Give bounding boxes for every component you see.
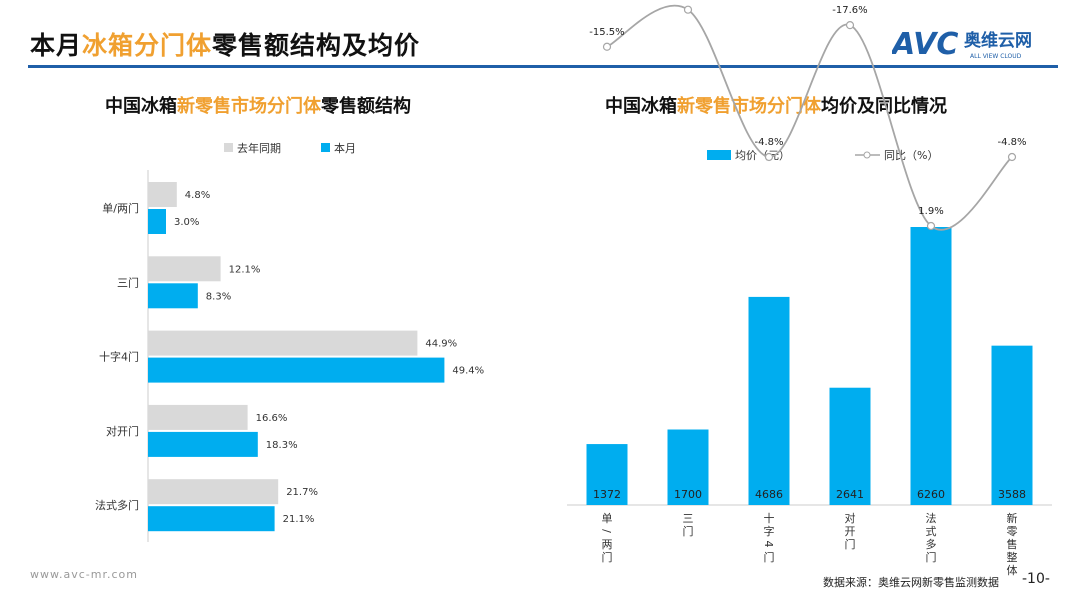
bar bbox=[667, 429, 709, 505]
legend-marker-yoy bbox=[863, 151, 871, 159]
category-label: 法 bbox=[926, 511, 937, 525]
right-chart-title: 中国冰箱新零售市场分门体均价及同比情况 bbox=[605, 96, 947, 117]
yoy-label: -4.8% bbox=[754, 137, 783, 148]
category-label: 式 bbox=[926, 525, 937, 538]
bar-value-label: 1372 bbox=[593, 488, 621, 501]
bar bbox=[148, 209, 166, 234]
category-label: 对 bbox=[845, 511, 856, 525]
category-label: 三 bbox=[683, 512, 694, 525]
yoy-marker bbox=[764, 152, 774, 162]
category-label: 十 bbox=[764, 511, 775, 525]
category-label: 字 bbox=[764, 524, 775, 538]
data-label: 49.4% bbox=[452, 366, 484, 377]
category-label: 对开门 bbox=[106, 424, 139, 438]
data-label: 12.1% bbox=[229, 264, 261, 275]
title-highlight: 冰箱分门体 bbox=[82, 31, 213, 60]
data-label: 21.7% bbox=[286, 487, 318, 498]
footer-url[interactable]: www.avc-mr.com bbox=[30, 568, 138, 581]
yoy-marker bbox=[926, 221, 936, 231]
bar bbox=[991, 345, 1033, 505]
data-label: 44.9% bbox=[425, 339, 457, 350]
category-label: 4 bbox=[762, 541, 775, 548]
logo-cn: 奥维云网 bbox=[964, 30, 1032, 51]
data-label: 16.6% bbox=[256, 413, 288, 424]
yoy-label: -19.1% bbox=[670, 0, 705, 1]
yoy-label: -4.8% bbox=[997, 137, 1026, 148]
page-title: 本月冰箱分门体零售额结构及均价 bbox=[30, 26, 420, 62]
data-label: 4.8% bbox=[185, 190, 210, 201]
bar bbox=[586, 444, 628, 505]
category-label: 单 bbox=[602, 512, 613, 525]
bar bbox=[910, 227, 952, 505]
bar-value-label: 1700 bbox=[674, 488, 702, 501]
data-label: 18.3% bbox=[266, 440, 298, 451]
left-chart-title: 中国冰箱新零售市场分门体零售额结构 bbox=[105, 96, 411, 117]
category-label: 体 bbox=[1007, 563, 1018, 577]
category-label: 单/两门 bbox=[102, 201, 139, 215]
category-label: 门 bbox=[602, 550, 613, 564]
data-label: 3.0% bbox=[174, 217, 199, 228]
bar bbox=[148, 431, 258, 457]
bar bbox=[148, 506, 275, 532]
bar-value-label: 4686 bbox=[755, 488, 783, 501]
legend-swatch-price bbox=[707, 150, 731, 160]
yoy-marker bbox=[845, 21, 855, 30]
bar bbox=[829, 387, 871, 505]
legend-label-last-year: 去年同期 bbox=[237, 141, 281, 155]
title-part: 零售额结构及均价 bbox=[212, 31, 421, 60]
yoy-label: -15.5% bbox=[589, 27, 624, 38]
bar bbox=[148, 357, 445, 383]
avc-logo: AVC 奥维云网 ALL VIEW CLOUD bbox=[892, 27, 1032, 62]
data-label: 8.3% bbox=[206, 291, 231, 302]
bar bbox=[148, 256, 221, 282]
legend-label-this-month: 本月 bbox=[334, 141, 356, 155]
category-label: 开 bbox=[845, 525, 856, 538]
yoy-marker bbox=[1007, 152, 1017, 162]
header-rule bbox=[28, 65, 1058, 68]
category-label: 门 bbox=[845, 537, 856, 551]
category-label: / bbox=[600, 529, 613, 533]
bar bbox=[148, 283, 198, 309]
legend-swatch-this-month bbox=[321, 143, 330, 152]
logo-mark: AVC bbox=[892, 27, 958, 62]
category-label: 门 bbox=[683, 524, 694, 538]
category-label: 门 bbox=[764, 550, 775, 564]
data-source: 数据来源：奥维云网新零售监测数据 bbox=[823, 576, 999, 589]
bar bbox=[148, 330, 418, 356]
page-number: -10- bbox=[1022, 571, 1050, 587]
category-label: 新 bbox=[1007, 511, 1018, 525]
legend-swatch-last-year bbox=[224, 143, 233, 152]
data-label: 21.1% bbox=[283, 514, 315, 525]
bar bbox=[148, 479, 279, 505]
bar-value-label: 6260 bbox=[917, 488, 945, 501]
category-label: 十字4门 bbox=[99, 350, 139, 364]
legend-label-price: 均价（元） bbox=[735, 149, 790, 162]
bar bbox=[148, 182, 177, 207]
category-label: 整 bbox=[1007, 550, 1018, 564]
category-label: 三门 bbox=[117, 275, 139, 289]
bar-value-label: 2641 bbox=[836, 488, 864, 501]
category-label: 门 bbox=[926, 550, 937, 564]
yoy-label: 1.9% bbox=[918, 206, 943, 217]
category-label: 零 bbox=[1007, 525, 1018, 538]
bar bbox=[148, 404, 248, 430]
title-part: 本月 bbox=[30, 31, 83, 60]
yoy-marker bbox=[683, 5, 693, 14]
logo-en: ALL VIEW CLOUD bbox=[970, 53, 1022, 60]
bar-value-label: 3588 bbox=[998, 488, 1026, 501]
bar bbox=[748, 296, 790, 505]
yoy-label: -17.6% bbox=[832, 5, 867, 16]
category-label: 两 bbox=[602, 538, 613, 551]
legend-label-yoy: 同比（%） bbox=[884, 149, 938, 162]
yoy-marker bbox=[602, 42, 612, 51]
category-label: 多 bbox=[926, 537, 937, 551]
category-label: 法式多门 bbox=[95, 498, 139, 512]
category-label: 售 bbox=[1007, 537, 1018, 551]
yoy-line bbox=[606, 4, 1013, 231]
